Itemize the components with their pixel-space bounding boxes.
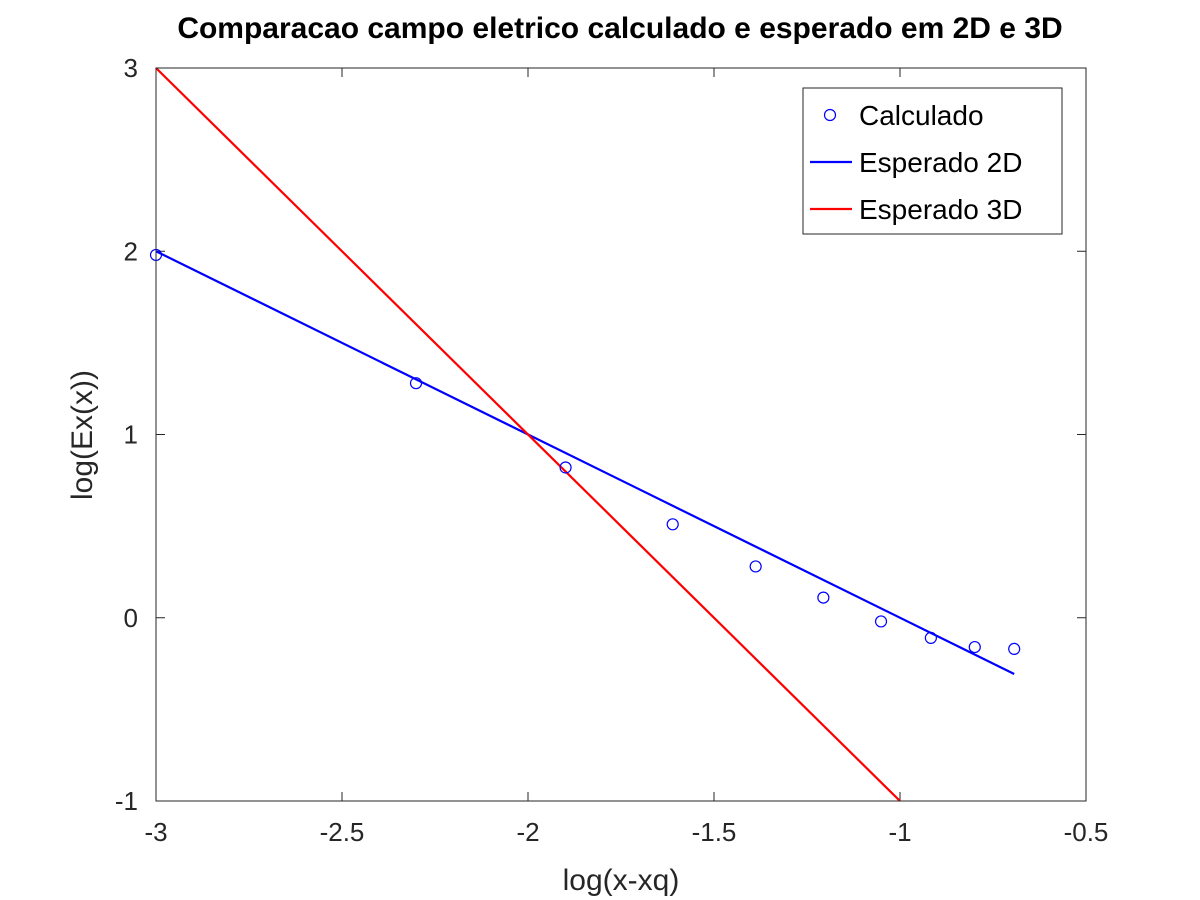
legend: Calculado Esperado 2D Esperado 3D: [802, 87, 1063, 235]
data-point-calculado: [817, 591, 830, 604]
x-tick-label: -1: [888, 817, 911, 847]
data-point-calculado: [874, 615, 888, 628]
y-tick-label: -1: [115, 786, 138, 816]
x-tick-label: -0.5: [1064, 817, 1109, 847]
plot-frame: [155, 67, 1087, 802]
data-point-calculado: [409, 377, 423, 390]
y-tick-label: 2: [124, 236, 138, 266]
legend-label-calculado: Calculado: [859, 100, 984, 131]
data-point-calculado: [749, 560, 762, 573]
legend-label-esperado-3d: Esperado 3D: [859, 194, 1022, 225]
x-tick-label: -2.5: [320, 817, 365, 847]
y-tick-label: 1: [124, 420, 138, 450]
legend-label-esperado-2d: Esperado 2D: [859, 147, 1022, 178]
x-axis-label: log(x-xq): [563, 864, 680, 897]
y-axis-label: log(Ex(x)): [66, 370, 99, 500]
x-tick-label: -1.5: [692, 817, 737, 847]
series-line-esperado-2d: [155, 250, 1015, 675]
legend-marker-calculado: [823, 108, 837, 122]
y-tick-label: 3: [124, 53, 138, 83]
x-tick-label: -3: [144, 817, 167, 847]
y-tick-label: 0: [124, 603, 138, 633]
data-point-calculado: [968, 640, 981, 654]
chart-title: Comparacao campo eletrico calculado e es…: [177, 12, 1062, 45]
series-line-esperado-3d: [155, 67, 901, 802]
data-point-calculado: [559, 461, 572, 474]
data-point-calculado: [1008, 642, 1021, 656]
data-point-calculado: [666, 518, 679, 531]
data-point-calculado: [924, 631, 937, 645]
x-tick-label: -2: [516, 817, 539, 847]
